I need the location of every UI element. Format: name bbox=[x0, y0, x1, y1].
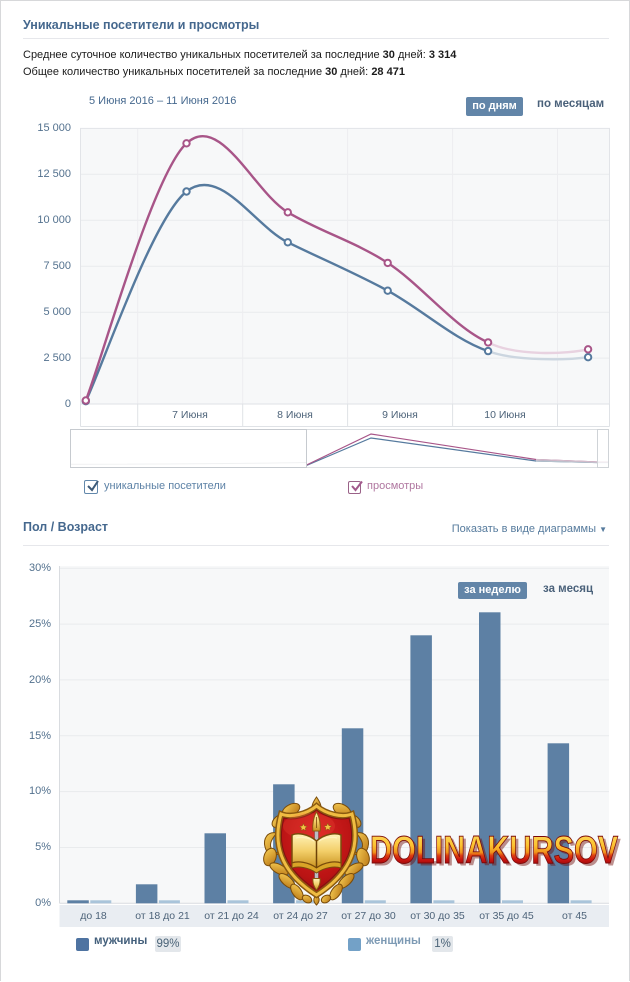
svg-text:DOLINAKURSOV: DOLINAKURSOV bbox=[373, 832, 621, 874]
svg-text:DOLINAKURSOV: DOLINAKURSOV bbox=[370, 830, 618, 872]
